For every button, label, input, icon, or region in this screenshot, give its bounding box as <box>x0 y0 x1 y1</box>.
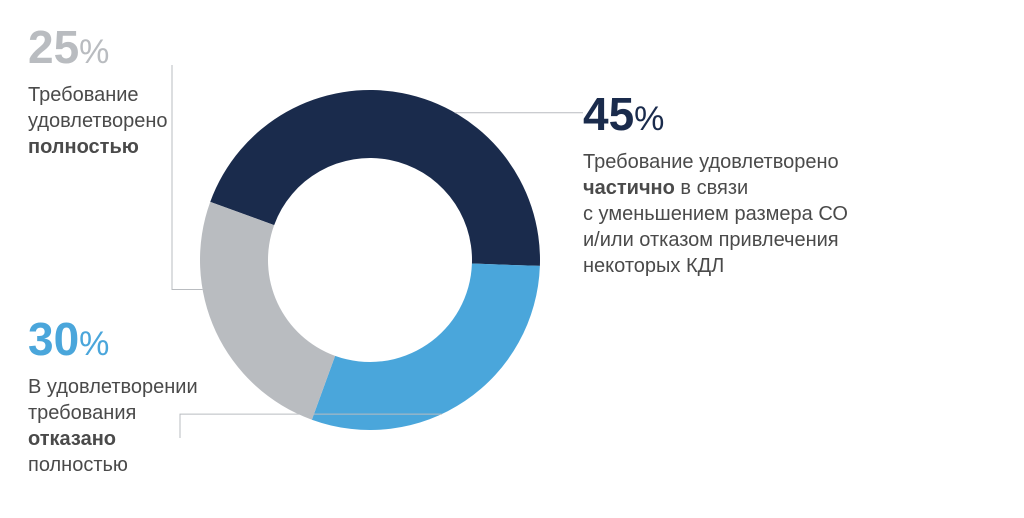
label-partial: 45% Требование удовлетворено частично в … <box>583 85 963 279</box>
pct-denied: 30% <box>28 310 228 370</box>
pct-number-partial: 45 <box>583 88 634 140</box>
desc-partial-l1: Требование удовлетворено <box>583 149 963 175</box>
pct-number-full: 25 <box>28 21 79 73</box>
desc-partial-l5: некоторых КДЛ <box>583 253 963 279</box>
desc-full-l1: Требование <box>28 82 228 108</box>
label-denied: 30% В удовлетворении требования отказано… <box>28 310 228 478</box>
donut-slice-denied <box>312 264 540 430</box>
desc-partial-l4: и/или отказом привлечения <box>583 227 963 253</box>
desc-denied: В удовлетворении требования отказано пол… <box>28 374 228 478</box>
pct-full: 25% <box>28 18 228 78</box>
pct-sign-denied: % <box>79 325 109 363</box>
pct-sign-partial: % <box>634 100 664 138</box>
desc-full-l3: полностью <box>28 134 228 160</box>
label-full: 25% Требование удовлетворено полностью <box>28 18 228 160</box>
desc-denied-l2: требования отказано <box>28 400 228 452</box>
pct-partial: 45% <box>583 85 963 145</box>
desc-denied-l3: полностью <box>28 452 228 478</box>
pct-sign-full: % <box>79 33 109 71</box>
desc-partial-l2: частично в связи <box>583 175 963 201</box>
desc-partial-l3: с уменьшением размера СО <box>583 201 963 227</box>
desc-full: Требование удовлетворено полностью <box>28 82 228 160</box>
chart-stage: 25% Требование удовлетворено полностью 3… <box>0 0 1024 518</box>
pct-number-denied: 30 <box>28 313 79 365</box>
desc-partial: Требование удовлетворено частично в связ… <box>583 149 963 279</box>
desc-denied-l1: В удовлетворении <box>28 374 228 400</box>
desc-full-l2: удовлетворено <box>28 108 228 134</box>
